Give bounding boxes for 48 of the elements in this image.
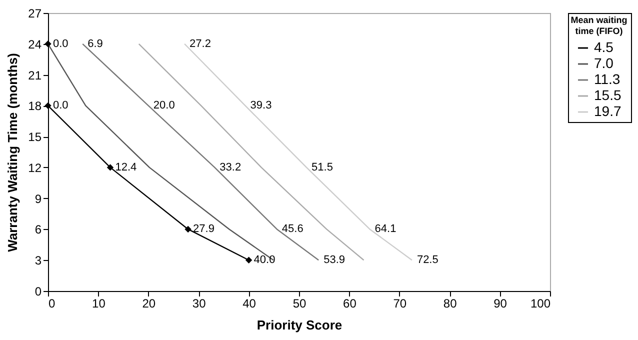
- y-tick-label: 3: [34, 254, 42, 268]
- y-tick-label: 24: [28, 37, 42, 52]
- legend-label: 19.7: [594, 103, 622, 119]
- y-tick-label: 9: [34, 192, 42, 206]
- annotation: 45.6: [282, 223, 304, 236]
- annotation: 53.9: [324, 254, 345, 266]
- annotation: 51.5: [312, 161, 333, 174]
- annotation: 39.3: [250, 100, 272, 112]
- x-tick-label: 70: [393, 296, 407, 310]
- annotation: 6.9: [88, 38, 103, 50]
- y-tick-label: 0: [34, 284, 42, 298]
- y-tick-label: 6: [34, 222, 42, 237]
- point: [44, 40, 52, 48]
- x-axis-title: Priority Score: [256, 318, 342, 332]
- annotation: 27.2: [190, 38, 211, 50]
- annotation: 0.0: [53, 100, 68, 112]
- annotation: 12.4: [115, 161, 137, 174]
- x-tick-label: 30: [192, 296, 206, 310]
- legend-label: 7.0: [594, 55, 614, 71]
- legend-label: 11.3: [594, 71, 620, 87]
- annotation: 40.0: [254, 254, 276, 266]
- y-tick-label: 18: [28, 99, 42, 114]
- x-tick-label: 10: [92, 296, 106, 310]
- annotation: 64.1: [374, 223, 396, 236]
- x-tick-label: 90: [494, 296, 508, 310]
- annotation: 0.0: [53, 38, 68, 50]
- y-tick-label: 12: [28, 160, 42, 175]
- x-tick-label: 20: [142, 296, 156, 310]
- legend-label: 4.5: [594, 39, 614, 55]
- legend-label: 15.5: [594, 87, 622, 103]
- y-axis-title: Warranty Waiting Time (months): [5, 53, 20, 252]
- y-tick-label: 21: [28, 68, 42, 82]
- annotation: 72.5: [416, 254, 438, 266]
- y-tick-label: 15: [28, 130, 42, 144]
- x-tick-label: 80: [443, 296, 458, 310]
- x-tick-label: 50: [292, 296, 306, 310]
- annotation: 33.2: [220, 161, 242, 174]
- x-tick-label: 60: [343, 296, 357, 310]
- x-tick-label: 0: [48, 296, 56, 310]
- x-tick-label: 40: [242, 296, 256, 310]
- annotation: 27.9: [193, 223, 214, 236]
- y-tick-label: 27: [28, 6, 42, 20]
- point: [245, 256, 252, 264]
- annotation: 20.0: [153, 100, 175, 112]
- point: [106, 164, 114, 171]
- x-tick-label: 100: [530, 296, 551, 310]
- point: [184, 226, 192, 233]
- legend-title: Mean waiting time (FIFO): [570, 15, 628, 36]
